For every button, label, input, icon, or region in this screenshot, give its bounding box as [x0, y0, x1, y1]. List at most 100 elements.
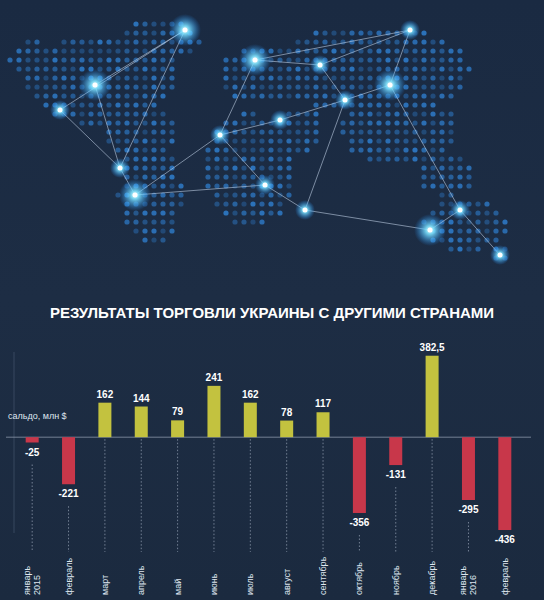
map-glow — [79, 69, 111, 101]
map-dot — [214, 183, 219, 188]
category-label: апрель — [136, 565, 146, 595]
map-glow — [374, 69, 406, 101]
map-dot — [133, 48, 138, 53]
map-dot — [88, 111, 93, 116]
map-dot — [169, 66, 174, 71]
map-dot — [412, 147, 417, 152]
map-dot — [43, 66, 48, 71]
map-dot — [142, 156, 147, 161]
leader-line — [104, 439, 105, 552]
map-dot — [34, 48, 39, 53]
map-dot — [160, 48, 165, 53]
map-dot — [52, 75, 57, 80]
map-dot — [151, 147, 156, 152]
map-dot — [133, 84, 138, 89]
map-link — [120, 30, 185, 168]
map-dot — [115, 147, 120, 152]
map-node — [218, 133, 223, 138]
map-dot — [160, 111, 165, 116]
map-dot — [214, 147, 219, 152]
map-dot — [61, 57, 66, 62]
map-dot — [97, 120, 102, 125]
map-dot — [385, 129, 390, 134]
map-dot — [160, 93, 165, 98]
map-dot — [394, 129, 399, 134]
map-dot — [313, 84, 318, 89]
map-dot — [61, 48, 66, 53]
bar — [498, 437, 511, 530]
map-dot — [232, 210, 237, 215]
map-dot — [124, 102, 129, 107]
map-dot — [133, 111, 138, 116]
map-dot — [178, 201, 183, 206]
map-dot — [241, 111, 246, 116]
map-dot — [88, 57, 93, 62]
map-dot — [88, 102, 93, 107]
map-node — [303, 208, 308, 213]
map-dot — [142, 237, 147, 242]
leader-line — [432, 439, 433, 552]
map-dot — [106, 48, 111, 53]
map-dot — [151, 66, 156, 71]
map-dot — [205, 183, 210, 188]
map-dot — [250, 147, 255, 152]
map-dot — [169, 84, 174, 89]
map-dot — [439, 120, 444, 125]
map-node — [278, 118, 283, 123]
bars — [26, 356, 512, 530]
map-dot — [133, 66, 138, 71]
map-dot — [169, 192, 174, 197]
map-dot — [259, 138, 264, 143]
map-dot — [115, 57, 120, 62]
map-dot — [457, 237, 462, 242]
map-dot — [421, 30, 426, 35]
map-dot — [349, 66, 354, 71]
map-dot — [151, 165, 156, 170]
map-dot — [385, 102, 390, 107]
map-dot — [277, 84, 282, 89]
map-dot — [232, 75, 237, 80]
map-dot — [133, 165, 138, 170]
map-dot — [403, 156, 408, 161]
map-dot — [79, 102, 84, 107]
map-dot — [349, 57, 354, 62]
map-dot — [403, 57, 408, 62]
map-dot — [268, 201, 273, 206]
map-dot — [142, 93, 147, 98]
map-node — [183, 28, 188, 33]
map-dot — [214, 156, 219, 161]
map-dot — [142, 39, 147, 44]
map-dot — [43, 57, 48, 62]
map-dot — [250, 129, 255, 134]
map-link — [255, 30, 410, 60]
map-dot — [394, 39, 399, 44]
map-dot — [106, 57, 111, 62]
map-dot — [421, 111, 426, 116]
map-dot — [232, 84, 237, 89]
map-dot — [349, 75, 354, 80]
map-dot — [232, 165, 237, 170]
map-dot — [223, 156, 228, 161]
map-dot — [430, 84, 435, 89]
map-dot — [358, 129, 363, 134]
map-glow — [450, 200, 470, 220]
map-dot — [268, 129, 273, 134]
map-glow — [295, 200, 315, 220]
map-node — [318, 63, 323, 68]
map-dot — [124, 111, 129, 116]
map-dot — [160, 183, 165, 188]
map-link — [390, 85, 460, 210]
map-dot — [142, 228, 147, 233]
map-dot — [7, 57, 12, 62]
map-dot — [439, 210, 444, 215]
map-dot — [340, 75, 345, 80]
map-dot — [385, 57, 390, 62]
map-dot — [205, 147, 210, 152]
map-dot — [277, 183, 282, 188]
map-dot — [97, 48, 102, 53]
map-dot — [241, 129, 246, 134]
map-dot — [223, 201, 228, 206]
category-label: октябрь — [354, 562, 364, 595]
map-node — [408, 28, 413, 33]
map-dot — [16, 48, 21, 53]
